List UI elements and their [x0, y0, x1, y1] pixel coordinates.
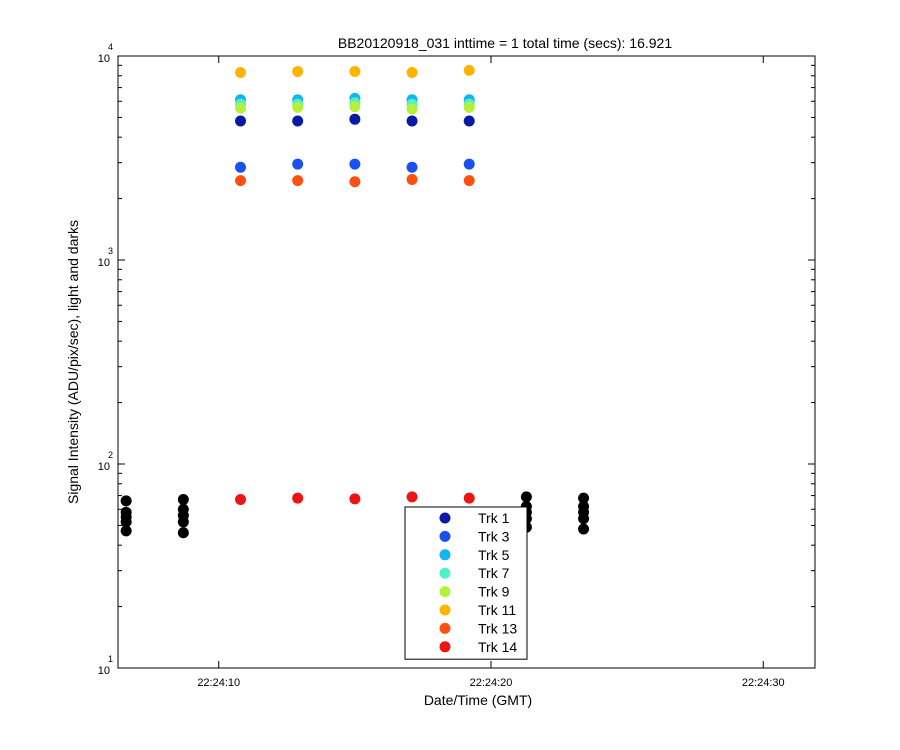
data-point	[578, 492, 590, 504]
data-point	[406, 67, 418, 79]
y-tick-label: 10	[98, 53, 110, 65]
x-tick-label: 22:24:30	[742, 677, 785, 689]
data-point	[349, 493, 361, 505]
data-point	[235, 115, 247, 127]
data-point	[120, 525, 132, 537]
legend: Trk 1 Trk 3 Trk 5 Trk 7 Trk 9 Trk 11 Trk 13 Trk…	[404, 506, 528, 660]
legend-label: Trk 13	[478, 620, 517, 636]
data-point	[292, 65, 304, 77]
y-tick-label: 10	[98, 461, 110, 473]
data-point	[292, 115, 304, 127]
data-point	[406, 103, 418, 115]
legend-marker	[439, 530, 451, 542]
data-point	[463, 175, 475, 187]
data-point	[578, 523, 590, 535]
data-point	[235, 175, 247, 187]
y-axis-label: Signal Intensity (ADU/pix/sec), light an…	[65, 220, 81, 504]
data-point	[235, 493, 247, 505]
data-point	[463, 64, 475, 76]
data-point	[235, 67, 247, 79]
y-tick-exponent: 1	[108, 654, 113, 664]
data-point	[177, 516, 189, 528]
data-point	[520, 491, 532, 503]
data-point	[235, 102, 247, 114]
data-point	[349, 113, 361, 125]
y-tick-label: 10	[98, 665, 110, 677]
data-point	[235, 161, 247, 173]
data-point	[120, 495, 132, 507]
data-point	[292, 175, 304, 187]
data-point	[406, 174, 418, 186]
legend-marker	[439, 586, 451, 598]
data-point	[406, 161, 418, 173]
data-point	[406, 115, 418, 127]
legend-label: Trk 9	[478, 584, 510, 600]
data-point	[349, 101, 361, 113]
y-tick-label: 10	[98, 257, 110, 269]
legend-label: Trk 14	[478, 639, 517, 655]
chart-title: BB20120918_031 inttime = 1 total time (s…	[338, 35, 672, 51]
legend-marker	[439, 641, 451, 653]
data-point	[578, 513, 590, 525]
x-tick-label: 22:24:10	[197, 677, 240, 689]
data-points	[120, 64, 590, 539]
legend-label: Trk 1	[478, 510, 510, 526]
x-tick-label: 22:24:20	[470, 677, 513, 689]
data-point	[406, 491, 418, 503]
y-tick-exponent: 4	[108, 42, 113, 52]
data-point	[349, 65, 361, 77]
legend-label: Trk 3	[478, 528, 510, 544]
data-point	[177, 527, 189, 539]
data-point	[349, 176, 361, 188]
x-axis-label: Date/Time (GMT)	[424, 692, 532, 708]
data-point	[177, 493, 189, 505]
legend-label: Trk 7	[478, 565, 510, 581]
data-point	[349, 158, 361, 170]
legend-box	[404, 506, 528, 660]
data-point	[292, 158, 304, 170]
legend-marker	[439, 604, 451, 616]
legend-marker	[439, 512, 451, 524]
legend-marker	[439, 567, 451, 579]
data-point	[463, 492, 475, 504]
data-point	[120, 516, 132, 528]
data-point	[463, 115, 475, 127]
y-tick-exponent: 3	[108, 246, 113, 256]
legend-marker	[439, 549, 451, 561]
y-tick-exponent: 2	[108, 450, 113, 460]
data-point	[292, 492, 304, 504]
data-point	[463, 158, 475, 170]
data-point	[463, 101, 475, 113]
legend-marker	[439, 622, 451, 634]
data-point	[292, 101, 304, 113]
x-axis: 22:24:10 22:24:20 22:24:30	[197, 56, 785, 689]
legend-label: Trk 11	[478, 602, 516, 618]
legend-label: Trk 5	[478, 547, 510, 563]
